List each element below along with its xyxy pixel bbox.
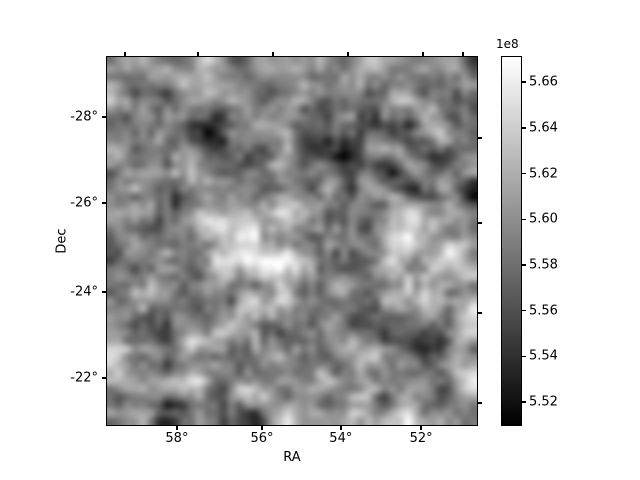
y-tick-label: -22° xyxy=(70,370,98,386)
x-tick-label: 52° xyxy=(409,431,433,446)
x-axis-tick xyxy=(261,426,263,430)
top-axis-tick xyxy=(124,52,126,56)
right-axis-tick xyxy=(478,312,482,314)
plot-area xyxy=(106,56,478,426)
colorbar-tick xyxy=(522,127,526,129)
colorbar-tick xyxy=(522,218,526,221)
colorbar-tick-label: 5.52 xyxy=(529,394,558,410)
x-tick-label: 56° xyxy=(250,431,274,446)
y-axis-tick xyxy=(102,377,106,379)
colorbar-tick-label: 5.64 xyxy=(529,120,558,136)
y-axis-label: Dec xyxy=(54,228,70,254)
x-axis-tick xyxy=(176,426,178,430)
top-axis-tick xyxy=(422,52,424,56)
top-axis-tick xyxy=(347,52,349,56)
colorbar-tick xyxy=(522,81,526,83)
top-axis-tick xyxy=(272,52,274,56)
colorbar-tick xyxy=(522,309,526,312)
top-axis-tick xyxy=(462,52,464,56)
x-axis-label: RA xyxy=(283,450,301,465)
colorbar-tick-label: 5.60 xyxy=(529,211,558,227)
colorbar-tick-label: 5.54 xyxy=(529,348,558,364)
colorbar-tick xyxy=(522,401,526,403)
colorbar-tick xyxy=(522,172,526,175)
right-axis-tick xyxy=(478,402,482,404)
y-tick-label: -24° xyxy=(70,284,98,300)
colorbar-tick-label: 5.56 xyxy=(529,303,558,319)
colorbar xyxy=(501,56,522,426)
x-tick-label: 58° xyxy=(165,431,189,446)
colorbar-tick-label: 5.66 xyxy=(529,74,558,90)
top-axis-tick xyxy=(197,52,199,56)
right-axis-tick xyxy=(478,137,482,139)
y-axis-tick xyxy=(102,116,106,118)
y-tick-label: -26° xyxy=(70,195,98,211)
colorbar-tick-label: 5.58 xyxy=(529,257,558,273)
y-axis-tick xyxy=(102,291,106,293)
colorbar-tick-label: 5.62 xyxy=(529,166,558,182)
y-axis-tick xyxy=(102,202,106,204)
right-axis-tick xyxy=(478,222,482,224)
colorbar-tick xyxy=(522,355,526,358)
colorbar-multiplier-label: 1e8 xyxy=(496,37,519,51)
y-tick-label: -28° xyxy=(70,109,98,125)
colorbar-tick xyxy=(522,264,526,266)
heatmap-image xyxy=(107,57,477,425)
x-tick-label: 54° xyxy=(329,431,353,446)
x-axis-tick xyxy=(340,426,342,430)
x-axis-tick xyxy=(420,426,422,430)
